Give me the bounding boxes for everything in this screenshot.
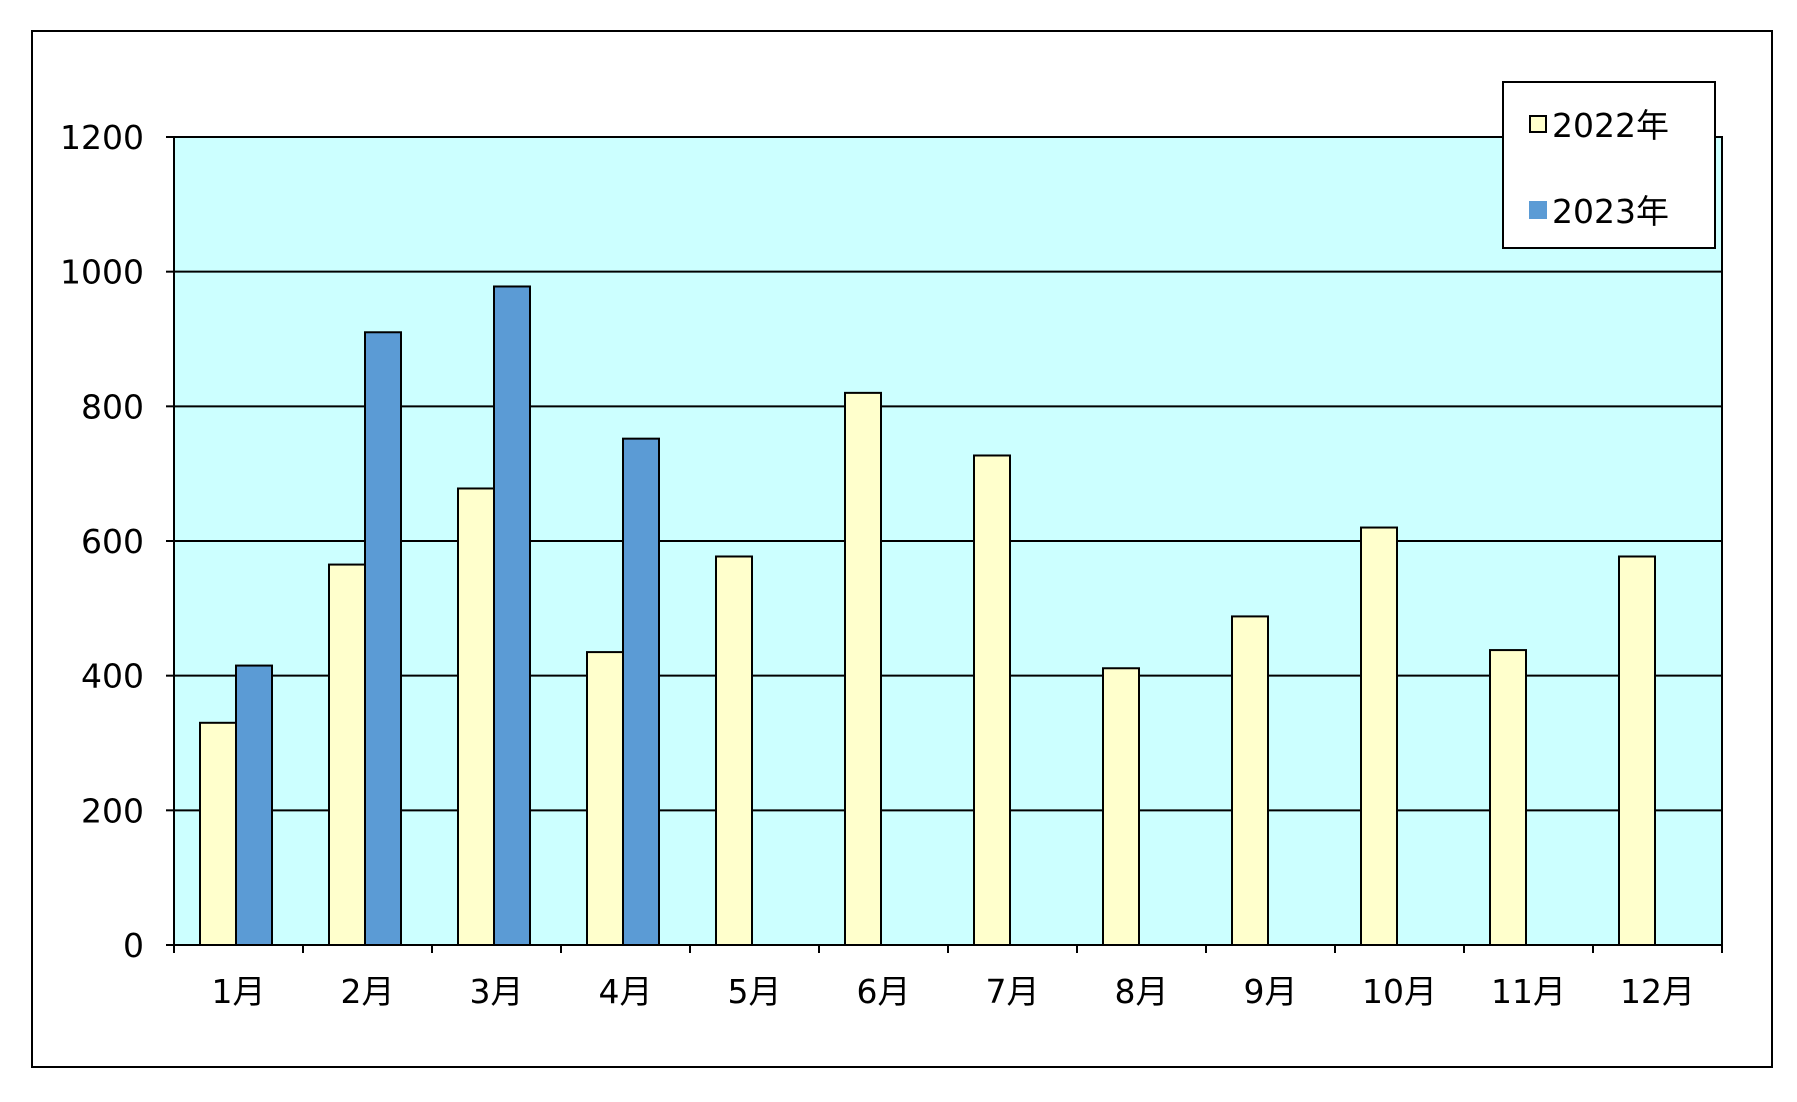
gridlines [174,270,1722,812]
bar-series1 [1231,615,1269,946]
bar-series1 [1102,667,1140,946]
legend-swatch [1529,201,1547,219]
x-tick-label: 10月 [1362,972,1437,1011]
bar-series1 [457,487,495,946]
x-tick-label: 2月 [341,972,395,1011]
y-tick-label: 200 [81,791,144,830]
legend-box [1502,81,1716,249]
bars [199,285,1656,947]
bar-series1 [586,651,624,946]
legend: 2022年 2023年 [1502,81,1716,249]
bar-series1 [328,563,366,946]
x-tick-label: 9月 [1244,972,1298,1011]
legend-label: 2023年 [1552,192,1669,231]
bar-series1 [1618,555,1656,947]
y-tick-label: 400 [81,657,144,696]
bar-series2 [622,437,660,946]
bar-series2 [235,664,273,946]
x-tick-label: 12月 [1620,972,1695,1011]
y-axis-ticks: 0 200 400 600 800 1000 1200 [60,118,174,965]
bar-series1 [1489,649,1527,947]
bar-series2 [364,331,402,946]
legend-swatch [1529,115,1547,133]
x-tick-label: 4月 [599,972,653,1011]
bar-series1 [844,391,882,947]
x-tick-label: 6月 [857,972,911,1011]
legend-label: 2022年 [1552,106,1669,145]
x-tick-label: 5月 [728,972,782,1011]
x-axis-ticks: 1月 2月 3月 4月 5月 6月 7月 8月 9月 10月 11月 12月 [173,945,1723,1011]
x-tick-label: 7月 [986,972,1040,1011]
bar-series1 [715,555,753,947]
bar-series1 [1360,526,1398,946]
bar-series2 [493,285,531,947]
y-tick-label: 800 [81,387,144,426]
y-tick-label: 1200 [60,118,144,157]
y-tick-label: 600 [81,522,144,561]
y-tick-label: 0 [123,926,144,965]
x-tick-label: 11月 [1491,972,1566,1011]
x-tick-label: 3月 [470,972,524,1011]
bar-series1 [199,721,237,946]
bar-series1 [973,454,1011,946]
x-tick-label: 8月 [1115,972,1169,1011]
x-tick-label: 1月 [212,972,266,1011]
y-tick-label: 1000 [60,253,144,292]
